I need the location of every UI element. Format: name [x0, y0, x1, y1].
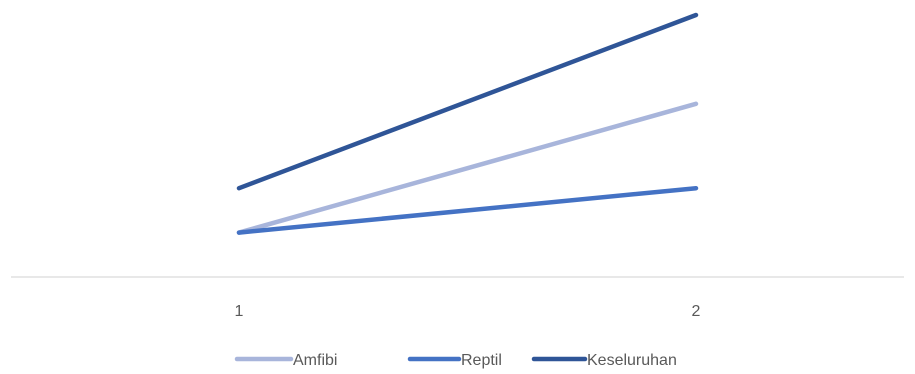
- legend-label: Keseluruhan: [587, 352, 677, 369]
- legend: Amfibi Reptil Keseluruhan: [234, 352, 677, 369]
- legend-item-reptil: Reptil: [407, 352, 502, 369]
- series-layer: [236, 12, 699, 235]
- series-line-amfibi: [236, 101, 699, 235]
- legend-item-keseluruhan: Keseluruhan: [531, 352, 677, 369]
- series-line-keseluruhan: [236, 12, 699, 191]
- legend-label: Reptil: [461, 352, 502, 369]
- x-tick-label: 1: [235, 303, 244, 320]
- series-line-reptil: [236, 185, 699, 235]
- x-tick-label: 2: [692, 303, 701, 320]
- legend-label: Amfibi: [293, 352, 337, 369]
- legend-item-amfibi: Amfibi: [234, 352, 337, 369]
